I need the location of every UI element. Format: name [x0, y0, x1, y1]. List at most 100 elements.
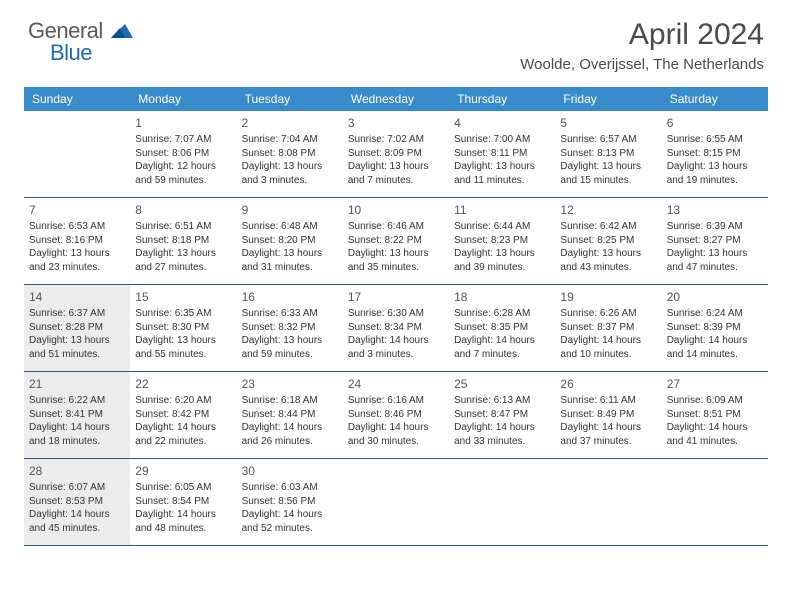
day-number: 27	[667, 376, 763, 392]
day-details: Sunrise: 6:35 AMSunset: 8:30 PMDaylight:…	[135, 307, 231, 361]
day-details: Sunrise: 6:16 AMSunset: 8:46 PMDaylight:…	[348, 394, 444, 448]
calendar-week-row: 21 Sunrise: 6:22 AMSunset: 8:41 PMDayligh…	[24, 372, 768, 459]
calendar: SundayMondayTuesdayWednesdayThursdayFrid…	[24, 87, 768, 546]
day-number: 3	[348, 115, 444, 131]
day-details: Sunrise: 6:22 AMSunset: 8:41 PMDaylight:…	[29, 394, 125, 448]
calendar-empty-cell	[24, 111, 130, 197]
calendar-day-cell: 1 Sunrise: 7:07 AMSunset: 8:06 PMDaylight…	[130, 111, 236, 197]
day-number: 16	[242, 289, 338, 305]
calendar-body: 1 Sunrise: 7:07 AMSunset: 8:06 PMDaylight…	[24, 111, 768, 546]
day-number: 8	[135, 202, 231, 218]
calendar-day-cell: 23 Sunrise: 6:18 AMSunset: 8:44 PMDayligh…	[237, 372, 343, 458]
day-number: 22	[135, 376, 231, 392]
day-number: 12	[560, 202, 656, 218]
calendar-week-row: 1 Sunrise: 7:07 AMSunset: 8:06 PMDaylight…	[24, 111, 768, 198]
calendar-day-cell: 13Sunrise: 6:39 AMSunset: 8:27 PMDayligh…	[662, 198, 768, 284]
day-number: 6	[667, 115, 763, 131]
calendar-week-row: 7Sunrise: 6:53 AMSunset: 8:16 PMDaylight…	[24, 198, 768, 285]
day-number: 4	[454, 115, 550, 131]
day-details: Sunrise: 6:11 AMSunset: 8:49 PMDaylight:…	[560, 394, 656, 448]
day-number: 2	[242, 115, 338, 131]
weekday-header: Friday	[555, 87, 661, 111]
calendar-empty-cell	[555, 459, 661, 545]
calendar-day-cell: 30 Sunrise: 6:03 AMSunset: 8:56 PMDayligh…	[237, 459, 343, 545]
logo: General Blue	[28, 18, 133, 66]
day-details: Sunrise: 6:13 AMSunset: 8:47 PMDaylight:…	[454, 394, 550, 448]
logo-text-blue: Blue	[50, 40, 133, 66]
calendar-day-cell: 22 Sunrise: 6:20 AMSunset: 8:42 PMDayligh…	[130, 372, 236, 458]
calendar-day-cell: 4 Sunrise: 7:00 AMSunset: 8:11 PMDaylight…	[449, 111, 555, 197]
day-number: 10	[348, 202, 444, 218]
calendar-day-cell: 7Sunrise: 6:53 AMSunset: 8:16 PMDaylight…	[24, 198, 130, 284]
day-details: Sunrise: 6:09 AMSunset: 8:51 PMDaylight:…	[667, 394, 763, 448]
calendar-empty-cell	[662, 459, 768, 545]
location-text: Woolde, Overijssel, The Netherlands	[520, 56, 764, 73]
calendar-week-row: 28Sunrise: 6:07 AMSunset: 8:53 PMDayligh…	[24, 459, 768, 546]
day-number: 15	[135, 289, 231, 305]
day-number: 24	[348, 376, 444, 392]
day-details: Sunrise: 6:30 AMSunset: 8:34 PMDaylight:…	[348, 307, 444, 361]
calendar-day-cell: 9 Sunrise: 6:48 AMSunset: 8:20 PMDaylight…	[237, 198, 343, 284]
weekday-header: Tuesday	[237, 87, 343, 111]
calendar-day-cell: 15 Sunrise: 6:35 AMSunset: 8:30 PMDayligh…	[130, 285, 236, 371]
calendar-day-cell: 16 Sunrise: 6:33 AMSunset: 8:32 PMDayligh…	[237, 285, 343, 371]
day-details: Sunrise: 6:57 AMSunset: 8:13 PMDaylight:…	[560, 133, 656, 187]
day-number: 23	[242, 376, 338, 392]
day-details: Sunrise: 7:07 AMSunset: 8:06 PMDaylight:…	[135, 133, 231, 187]
calendar-day-cell: 11Sunrise: 6:44 AMSunset: 8:23 PMDayligh…	[449, 198, 555, 284]
title-block: April 2024 Woolde, Overijssel, The Nethe…	[520, 18, 764, 73]
day-number: 5	[560, 115, 656, 131]
weekday-header: Sunday	[24, 87, 130, 111]
day-details: Sunrise: 6:48 AMSunset: 8:20 PMDaylight:…	[242, 220, 338, 274]
day-number: 19	[560, 289, 656, 305]
calendar-day-cell: 29 Sunrise: 6:05 AMSunset: 8:54 PMDayligh…	[130, 459, 236, 545]
calendar-day-cell: 25Sunrise: 6:13 AMSunset: 8:47 PMDayligh…	[449, 372, 555, 458]
day-number: 26	[560, 376, 656, 392]
calendar-day-cell: 21 Sunrise: 6:22 AMSunset: 8:41 PMDayligh…	[24, 372, 130, 458]
calendar-day-cell: 27 Sunrise: 6:09 AMSunset: 8:51 PMDayligh…	[662, 372, 768, 458]
calendar-day-cell: 26 Sunrise: 6:11 AMSunset: 8:49 PMDayligh…	[555, 372, 661, 458]
day-details: Sunrise: 6:42 AMSunset: 8:25 PMDaylight:…	[560, 220, 656, 274]
day-details: Sunrise: 6:51 AMSunset: 8:18 PMDaylight:…	[135, 220, 231, 274]
day-details: Sunrise: 6:33 AMSunset: 8:32 PMDaylight:…	[242, 307, 338, 361]
day-details: Sunrise: 6:55 AMSunset: 8:15 PMDaylight:…	[667, 133, 763, 187]
day-number: 30	[242, 463, 338, 479]
day-details: Sunrise: 6:28 AMSunset: 8:35 PMDaylight:…	[454, 307, 550, 361]
calendar-day-cell: 10Sunrise: 6:46 AMSunset: 8:22 PMDayligh…	[343, 198, 449, 284]
calendar-empty-cell	[449, 459, 555, 545]
calendar-empty-cell	[343, 459, 449, 545]
day-details: Sunrise: 6:53 AMSunset: 8:16 PMDaylight:…	[29, 220, 125, 274]
weekday-header: Saturday	[662, 87, 768, 111]
day-details: Sunrise: 7:04 AMSunset: 8:08 PMDaylight:…	[242, 133, 338, 187]
day-details: Sunrise: 6:37 AMSunset: 8:28 PMDaylight:…	[29, 307, 125, 361]
calendar-day-cell: 5 Sunrise: 6:57 AMSunset: 8:13 PMDaylight…	[555, 111, 661, 197]
day-details: Sunrise: 6:26 AMSunset: 8:37 PMDaylight:…	[560, 307, 656, 361]
calendar-day-cell: 20Sunrise: 6:24 AMSunset: 8:39 PMDayligh…	[662, 285, 768, 371]
month-title: April 2024	[520, 18, 764, 52]
weekday-header: Wednesday	[343, 87, 449, 111]
day-number: 29	[135, 463, 231, 479]
calendar-day-cell: 8 Sunrise: 6:51 AMSunset: 8:18 PMDaylight…	[130, 198, 236, 284]
day-details: Sunrise: 6:05 AMSunset: 8:54 PMDaylight:…	[135, 481, 231, 535]
logo-triangle-icon	[111, 22, 133, 43]
day-details: Sunrise: 7:00 AMSunset: 8:11 PMDaylight:…	[454, 133, 550, 187]
weekday-header: Monday	[130, 87, 236, 111]
calendar-day-cell: 28Sunrise: 6:07 AMSunset: 8:53 PMDayligh…	[24, 459, 130, 545]
day-details: Sunrise: 6:20 AMSunset: 8:42 PMDaylight:…	[135, 394, 231, 448]
calendar-week-row: 14Sunrise: 6:37 AMSunset: 8:28 PMDayligh…	[24, 285, 768, 372]
day-details: Sunrise: 6:18 AMSunset: 8:44 PMDaylight:…	[242, 394, 338, 448]
day-number: 28	[29, 463, 125, 479]
day-number: 1	[135, 115, 231, 131]
weekday-header: Thursday	[449, 87, 555, 111]
day-details: Sunrise: 6:39 AMSunset: 8:27 PMDaylight:…	[667, 220, 763, 274]
day-details: Sunrise: 6:03 AMSunset: 8:56 PMDaylight:…	[242, 481, 338, 535]
day-number: 9	[242, 202, 338, 218]
day-number: 17	[348, 289, 444, 305]
day-number: 18	[454, 289, 550, 305]
day-details: Sunrise: 6:44 AMSunset: 8:23 PMDaylight:…	[454, 220, 550, 274]
day-number: 21	[29, 376, 125, 392]
calendar-day-cell: 18 Sunrise: 6:28 AMSunset: 8:35 PMDayligh…	[449, 285, 555, 371]
calendar-day-cell: 19 Sunrise: 6:26 AMSunset: 8:37 PMDayligh…	[555, 285, 661, 371]
day-number: 20	[667, 289, 763, 305]
calendar-day-cell: 6 Sunrise: 6:55 AMSunset: 8:15 PMDaylight…	[662, 111, 768, 197]
